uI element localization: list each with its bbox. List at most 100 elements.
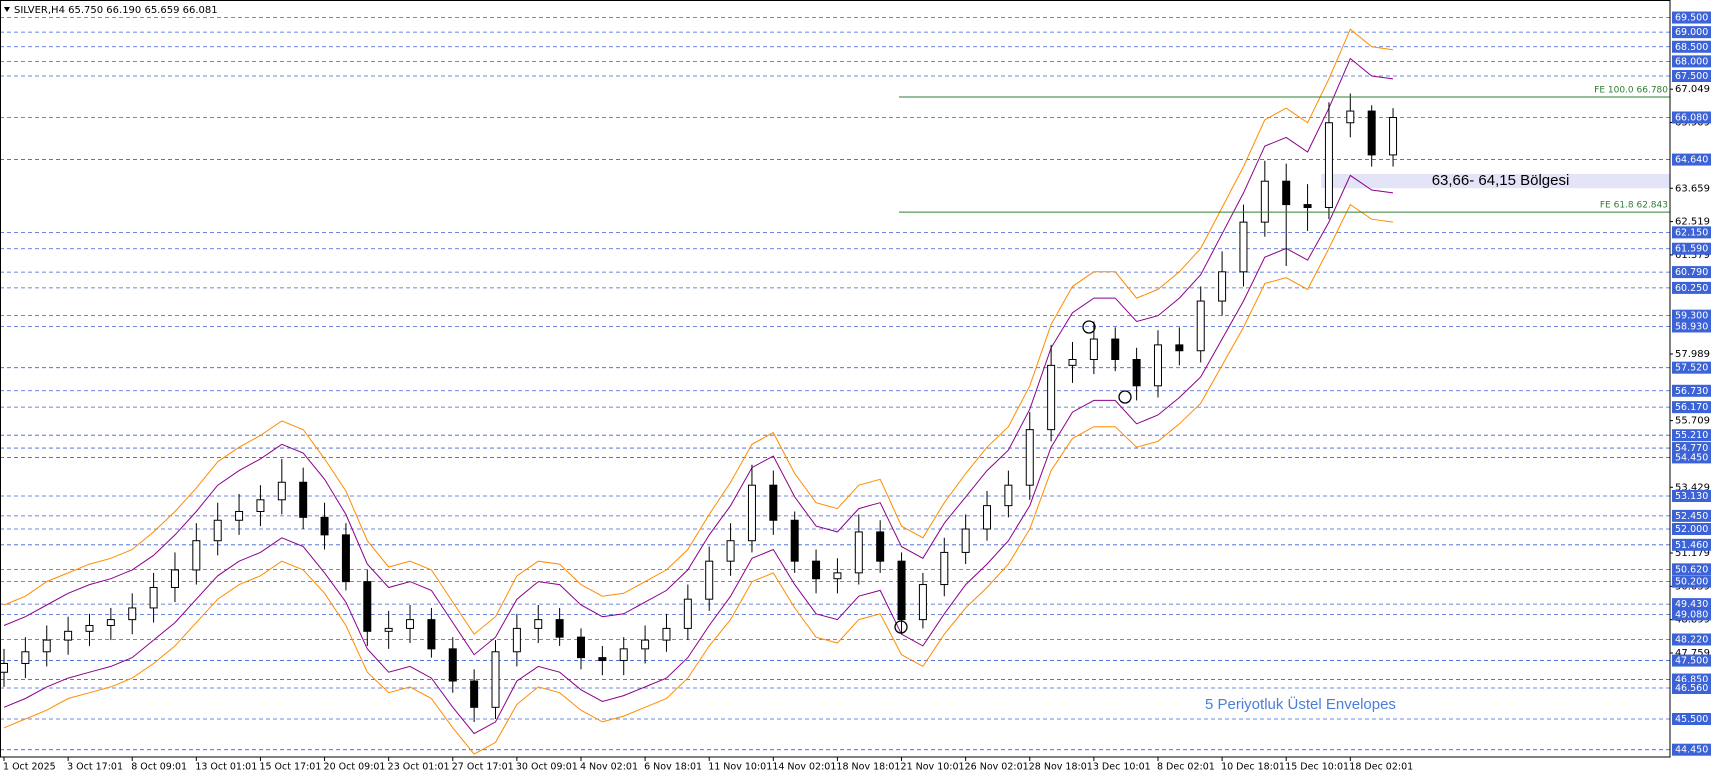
candle-body (1089, 338, 1098, 361)
level-label-box (1672, 608, 1711, 621)
candle-body (1282, 180, 1291, 206)
level-label: 45.500 (1675, 714, 1708, 725)
candle-body (683, 598, 692, 629)
y-tick-label: 57.989 (1675, 349, 1710, 360)
candle-body (854, 531, 863, 574)
level-label: 55.210 (1675, 430, 1708, 441)
candle-body (555, 619, 564, 638)
y-tick-label: 67.049 (1675, 84, 1710, 95)
envelope-line (3, 28, 1394, 635)
level-label-box (1672, 598, 1711, 611)
candle-body (790, 519, 799, 562)
level-label-box (1672, 509, 1711, 522)
level-label-box (1672, 401, 1711, 414)
level-label-box (1672, 654, 1711, 667)
candle-body (1025, 429, 1034, 486)
y-tick-label: 51.179 (1675, 548, 1710, 559)
x-tick-label: 30 Oct 09:01 (516, 762, 578, 773)
x-tick-label: 18 Dec 02:01 (1349, 762, 1413, 773)
level-label: 49.080 (1675, 609, 1708, 620)
fe-label: FE 61.8 62.843 (1600, 201, 1668, 211)
candle-body (961, 528, 970, 553)
level-label-box (1672, 713, 1711, 726)
level-label: 62.150 (1675, 227, 1708, 238)
candle-body (1175, 344, 1184, 352)
level-label: 49.430 (1675, 599, 1708, 610)
level-label: 53.130 (1675, 491, 1708, 502)
candle-body (512, 627, 521, 653)
zone (1321, 173, 1670, 189)
candle-body (1324, 122, 1333, 209)
x-tick-label: 14 Nov 02:01 (772, 762, 836, 773)
candle-body (384, 627, 393, 632)
candle-body (897, 560, 906, 621)
candle-body (576, 636, 585, 659)
level-label: 61.590 (1675, 244, 1708, 255)
candle-body (619, 648, 628, 662)
plot-frame (0, 0, 1671, 758)
candle-body (427, 619, 436, 650)
level-label: 56.730 (1675, 386, 1708, 397)
level-label: 68.000 (1675, 56, 1708, 67)
x-tick-label: 8 Oct 09:01 (131, 762, 187, 773)
level-label-box (1672, 242, 1711, 255)
candle-body (128, 607, 137, 621)
level-label-box (1672, 153, 1711, 166)
level-label: 66.080 (1675, 112, 1708, 123)
level-label: 51.460 (1675, 540, 1708, 551)
x-tick-label: 20 Oct 09:01 (324, 762, 386, 773)
level-label-box (1672, 489, 1711, 502)
candle-body (1196, 300, 1205, 352)
x-tick-label: 8 Dec 02:01 (1157, 762, 1215, 773)
envelope-line (3, 57, 1394, 656)
level-label: 59.300 (1675, 311, 1708, 322)
level-label-box (1672, 575, 1711, 588)
level-label-box (1672, 266, 1711, 279)
x-tick-label: 3 Oct 17:01 (67, 762, 123, 773)
level-label-box (1672, 226, 1711, 239)
level-label-box (1672, 633, 1711, 646)
chart-title: SILVER,H4 65.750 66.190 65.659 66.081 (14, 5, 218, 16)
candle-body (1260, 180, 1269, 223)
y-tick-label: 55.709 (1675, 416, 1710, 427)
y-tick-label: 53.429 (1675, 482, 1710, 493)
level-label-box (1672, 55, 1711, 68)
candle-body (598, 657, 607, 662)
x-tick-label: 18 Nov 18:01 (836, 762, 900, 773)
level-label-box (1672, 69, 1711, 82)
candle-body (641, 639, 650, 650)
candle-body (85, 624, 94, 632)
candle-body (448, 648, 457, 682)
candle-body (192, 540, 201, 571)
x-tick-label: 11 Nov 10:01 (708, 762, 772, 773)
candle-body (1153, 344, 1162, 387)
candle-body (705, 560, 714, 600)
level-label: 44.450 (1675, 745, 1708, 756)
level-label: 52.450 (1675, 511, 1708, 522)
level-label-box (1672, 26, 1711, 39)
candle-body (256, 499, 265, 512)
candle-body (812, 560, 821, 580)
level-label: 69.000 (1675, 27, 1708, 38)
candle-body (149, 586, 158, 609)
candle-body (1132, 359, 1141, 387)
candle-body (918, 584, 927, 621)
y-tick-label: 47.759 (1675, 648, 1710, 659)
candle-body (320, 516, 329, 536)
candle-body (833, 572, 842, 580)
candle-body (0, 662, 8, 673)
candle-body (277, 481, 286, 501)
candle-body (42, 639, 51, 653)
fe-label: FE 100.0 66.780 (1594, 86, 1668, 96)
candle-body (747, 484, 756, 542)
level-label-box (1672, 538, 1711, 551)
x-tick-label: 1 Oct 2025 (3, 762, 56, 773)
level-label: 68.500 (1675, 42, 1708, 53)
candle-body (1068, 359, 1077, 366)
level-label: 54.450 (1675, 452, 1708, 463)
zone-label: 63,66- 64,15 Bölgesi (1432, 172, 1570, 189)
level-label: 50.620 (1675, 564, 1708, 575)
candle-body (491, 651, 500, 708)
y-tick-label: 61.379 (1675, 250, 1710, 261)
